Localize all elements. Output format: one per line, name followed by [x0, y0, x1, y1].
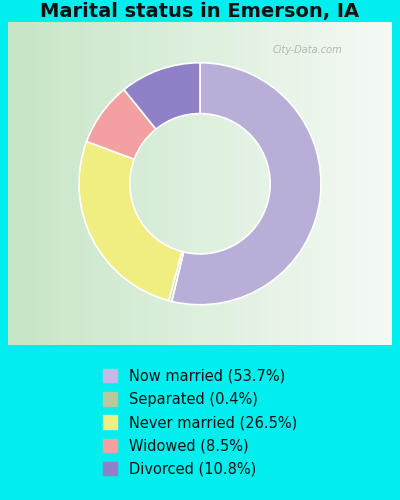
Wedge shape	[87, 90, 156, 159]
Wedge shape	[124, 62, 200, 129]
Wedge shape	[79, 142, 182, 300]
Wedge shape	[169, 252, 184, 302]
Text: City-Data.com: City-Data.com	[273, 45, 342, 55]
Legend: Now married (53.7%), Separated (0.4%), Never married (26.5%), Widowed (8.5%), Di: Now married (53.7%), Separated (0.4%), N…	[97, 363, 303, 482]
Wedge shape	[172, 62, 321, 304]
Text: Marital status in Emerson, IA: Marital status in Emerson, IA	[40, 2, 360, 20]
